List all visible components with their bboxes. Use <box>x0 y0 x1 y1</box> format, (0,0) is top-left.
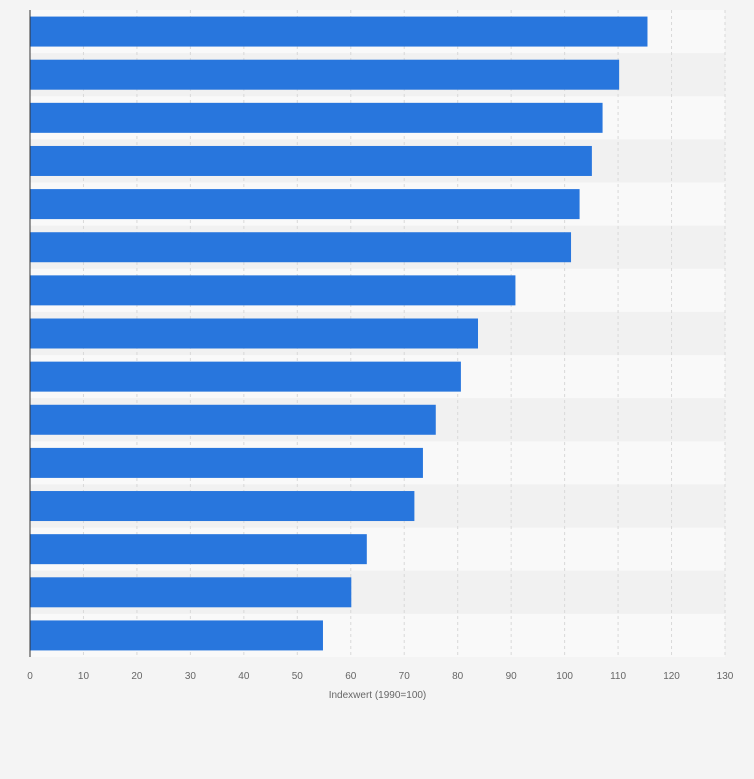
x-tick-label: 40 <box>238 671 250 682</box>
x-tick-label: 110 <box>610 671 626 682</box>
bar[interactable] <box>30 189 580 220</box>
x-tick-label: 0 <box>27 671 33 682</box>
bar[interactable] <box>30 577 352 608</box>
x-tick-label: 20 <box>131 671 143 682</box>
bar[interactable] <box>30 534 367 565</box>
x-axis-title: Indexwert (1990=100) <box>329 690 427 701</box>
bars <box>30 16 648 651</box>
bar[interactable] <box>30 491 415 522</box>
x-tick-label: 70 <box>399 671 411 682</box>
bar[interactable] <box>30 620 323 651</box>
x-tick-labels: 0 10 20 30 40 50 60 70 80 90 100 110 120 130 <box>27 671 734 682</box>
x-tick-label: 60 <box>345 671 357 682</box>
bar[interactable] <box>30 232 572 263</box>
x-tick-label: 30 <box>185 671 197 682</box>
x-tick-label: 120 <box>663 671 680 682</box>
x-tick-label: 50 <box>292 671 304 682</box>
bar[interactable] <box>30 16 648 47</box>
bar[interactable] <box>30 145 592 176</box>
bar[interactable] <box>30 447 423 478</box>
bar[interactable] <box>30 275 516 306</box>
x-tick-label: 100 <box>556 671 573 682</box>
bar[interactable] <box>30 102 603 133</box>
bar[interactable] <box>30 361 461 392</box>
x-tick-label: 10 <box>78 671 90 682</box>
bar[interactable] <box>30 59 620 90</box>
bar[interactable] <box>30 318 479 349</box>
x-tick-label: 80 <box>452 671 464 682</box>
bar[interactable] <box>30 404 436 435</box>
x-tick-label: 130 <box>717 671 734 682</box>
x-tick-label: 90 <box>506 671 518 682</box>
